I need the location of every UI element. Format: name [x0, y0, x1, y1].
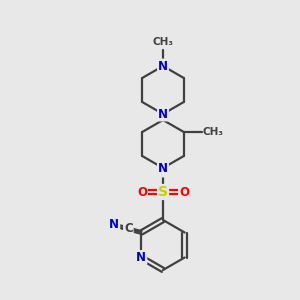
Text: O: O — [179, 185, 189, 199]
Text: N: N — [158, 107, 168, 121]
Text: CH₃: CH₃ — [202, 127, 223, 137]
Text: S: S — [158, 185, 168, 199]
Text: C: C — [124, 222, 133, 235]
Text: N: N — [136, 251, 146, 264]
Text: N: N — [158, 164, 168, 176]
Text: N: N — [109, 218, 119, 231]
Text: O: O — [137, 185, 147, 199]
Text: N: N — [158, 59, 168, 73]
Text: N: N — [158, 161, 168, 175]
Text: CH₃: CH₃ — [152, 37, 173, 47]
